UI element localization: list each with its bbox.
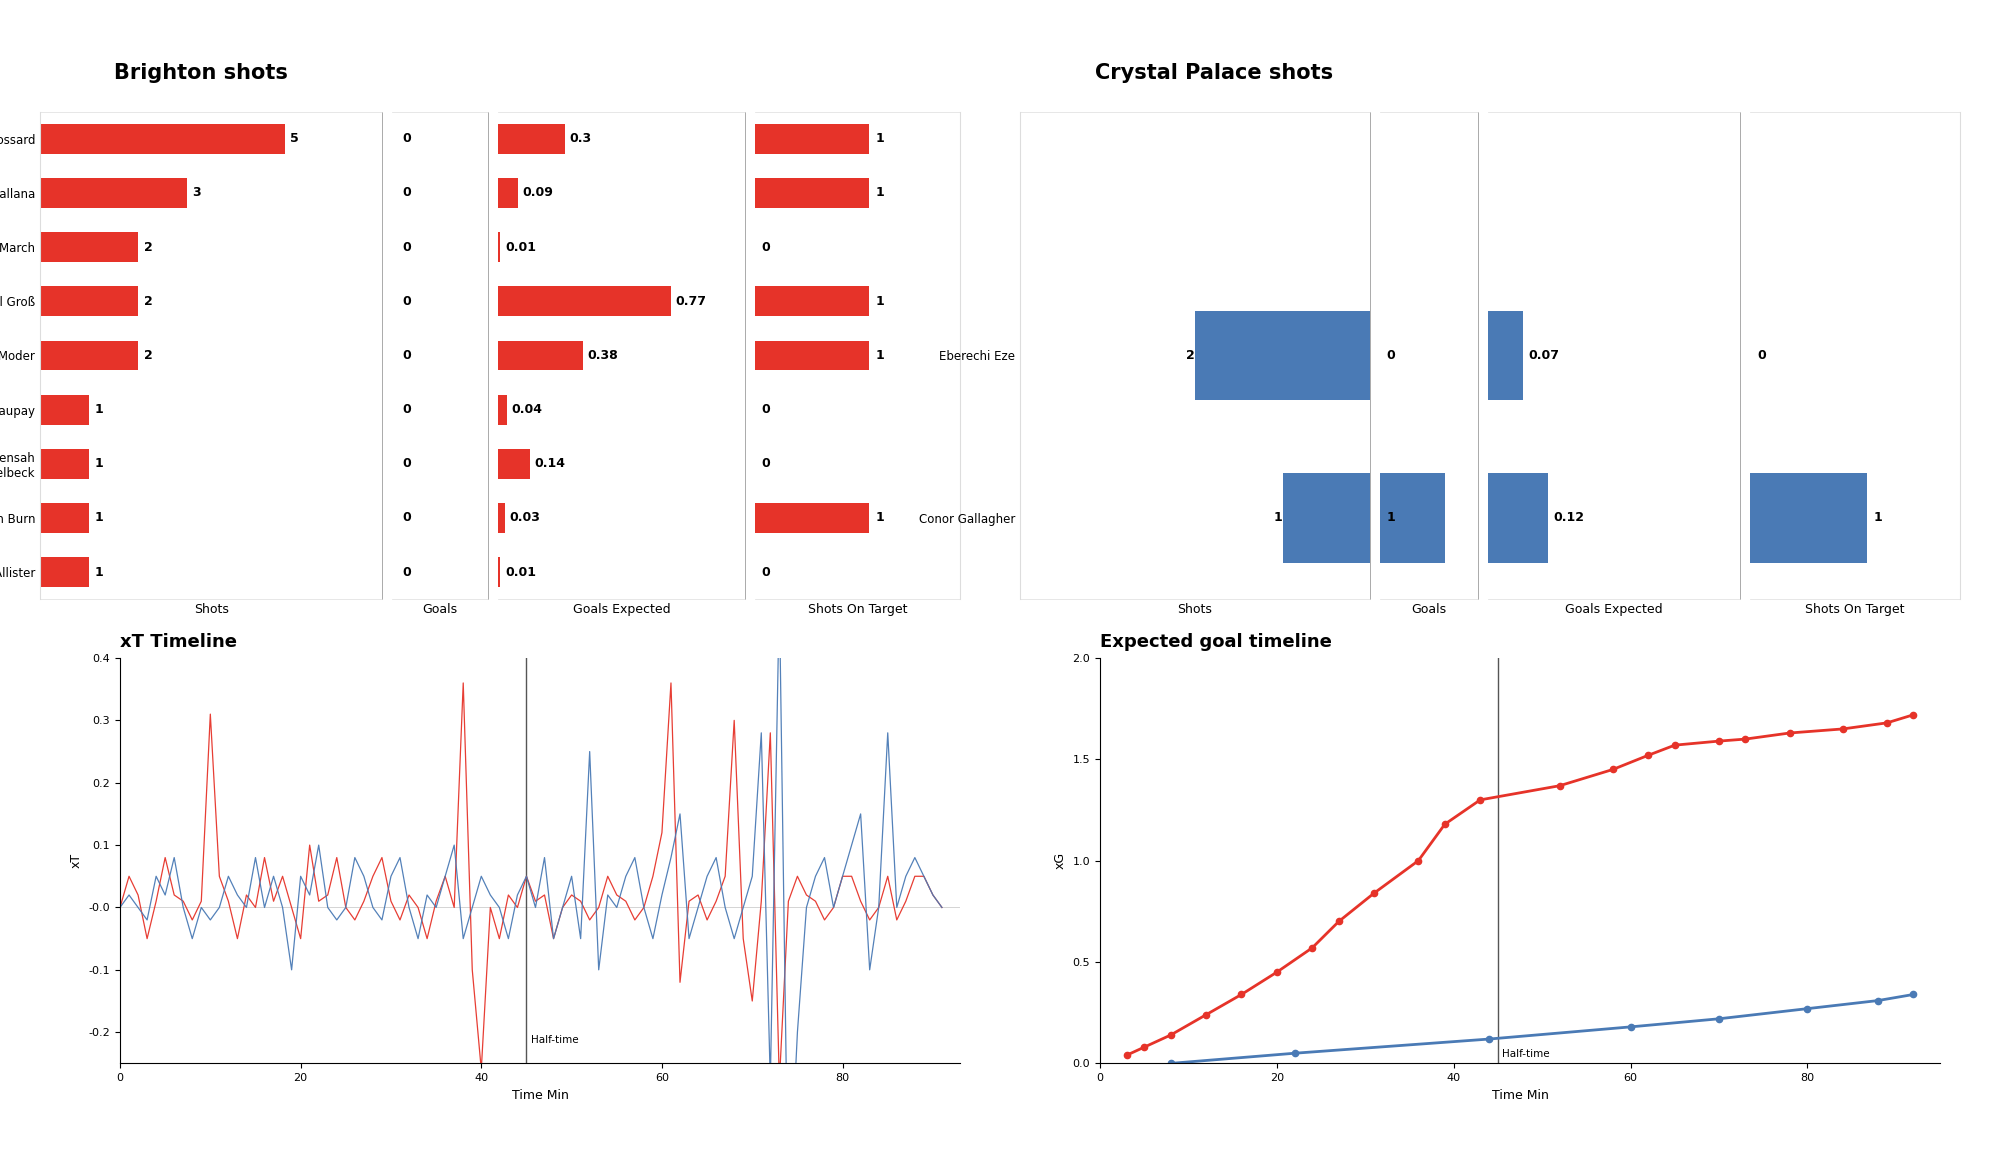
Text: 0: 0	[762, 241, 770, 254]
Text: 0.12: 0.12	[1554, 511, 1584, 524]
Bar	[498, 233, 500, 262]
Text: 0: 0	[402, 565, 410, 578]
Text: 0: 0	[402, 241, 410, 254]
Bar	[40, 341, 138, 370]
Text: 1: 1	[1274, 511, 1282, 524]
X-axis label: Shots: Shots	[1178, 604, 1212, 617]
Text: xT Timeline: xT Timeline	[120, 633, 238, 651]
Bar	[498, 449, 530, 478]
Bar	[754, 341, 868, 370]
Text: 0.3: 0.3	[570, 133, 592, 146]
Text: 1: 1	[876, 187, 884, 200]
X-axis label: Shots: Shots	[194, 604, 228, 617]
Text: 0: 0	[402, 349, 410, 362]
Bar	[754, 287, 868, 316]
Text: 0.01: 0.01	[504, 241, 536, 254]
Text: Crystal Palace shots: Crystal Palace shots	[1096, 63, 1334, 83]
Text: 1: 1	[94, 403, 104, 416]
Bar	[498, 123, 566, 154]
Bar	[40, 287, 138, 316]
Text: 0: 0	[402, 511, 410, 524]
Bar	[498, 557, 500, 588]
Text: 0: 0	[402, 295, 410, 308]
Text: 0.01: 0.01	[504, 565, 536, 578]
Text: 0.09: 0.09	[522, 187, 554, 200]
Text: 0.03: 0.03	[510, 511, 540, 524]
Text: Half-time: Half-time	[1502, 1049, 1550, 1060]
Bar	[40, 177, 186, 208]
Bar	[498, 341, 584, 370]
X-axis label: Goals: Goals	[422, 604, 458, 617]
Text: 2: 2	[144, 295, 152, 308]
Text: 1: 1	[94, 511, 104, 524]
Text: 1: 1	[1874, 511, 1882, 524]
Text: Brighton shots: Brighton shots	[114, 63, 288, 83]
Text: 2: 2	[144, 349, 152, 362]
Text: 0.04: 0.04	[512, 403, 542, 416]
X-axis label: Goals: Goals	[1412, 604, 1446, 617]
Text: 1: 1	[876, 295, 884, 308]
Text: 0: 0	[1386, 349, 1396, 362]
Text: 3: 3	[192, 187, 202, 200]
Bar	[1750, 474, 1866, 563]
Text: 1: 1	[94, 457, 104, 470]
Bar	[1488, 310, 1524, 401]
Bar	[498, 287, 670, 316]
Text: 2: 2	[144, 241, 152, 254]
Text: 0: 0	[1758, 349, 1766, 362]
Text: 1: 1	[876, 349, 884, 362]
Bar	[498, 177, 518, 208]
Text: 0.14: 0.14	[534, 457, 566, 470]
Bar	[498, 503, 504, 533]
Text: 0: 0	[762, 457, 770, 470]
X-axis label: Goals Expected: Goals Expected	[572, 604, 670, 617]
Text: 1: 1	[876, 511, 884, 524]
Bar	[1282, 474, 1370, 563]
Bar	[754, 503, 868, 533]
Text: 1: 1	[1386, 511, 1396, 524]
Text: 1: 1	[876, 133, 884, 146]
Y-axis label: xG: xG	[1054, 852, 1066, 870]
Text: 2: 2	[1186, 349, 1196, 362]
Text: 0: 0	[762, 565, 770, 578]
Text: 1: 1	[94, 565, 104, 578]
X-axis label: Time Min: Time Min	[1492, 1089, 1548, 1102]
X-axis label: Goals Expected: Goals Expected	[1566, 604, 1662, 617]
Text: Half-time: Half-time	[530, 1035, 578, 1045]
Bar	[40, 503, 88, 533]
Text: 0.38: 0.38	[588, 349, 618, 362]
Text: 0: 0	[402, 457, 410, 470]
X-axis label: Time Min: Time Min	[512, 1089, 568, 1102]
Bar	[40, 123, 284, 154]
X-axis label: Shots On Target: Shots On Target	[1806, 604, 1904, 617]
Bar	[1380, 474, 1446, 563]
Text: 0.07: 0.07	[1528, 349, 1560, 362]
Text: 0.77: 0.77	[676, 295, 706, 308]
Text: 5: 5	[290, 133, 300, 146]
Text: 0: 0	[762, 403, 770, 416]
Bar	[40, 557, 88, 588]
Bar	[40, 449, 88, 478]
Bar	[1488, 474, 1548, 563]
Y-axis label: xT: xT	[70, 853, 82, 868]
Bar	[1196, 310, 1370, 401]
Bar	[498, 395, 508, 424]
Text: 0: 0	[402, 133, 410, 146]
Bar	[40, 395, 88, 424]
Bar	[754, 123, 868, 154]
Text: 0: 0	[402, 187, 410, 200]
Bar	[754, 177, 868, 208]
Text: 0: 0	[402, 403, 410, 416]
Text: Expected goal timeline: Expected goal timeline	[1100, 633, 1332, 651]
Bar	[40, 233, 138, 262]
X-axis label: Shots On Target: Shots On Target	[808, 604, 908, 617]
